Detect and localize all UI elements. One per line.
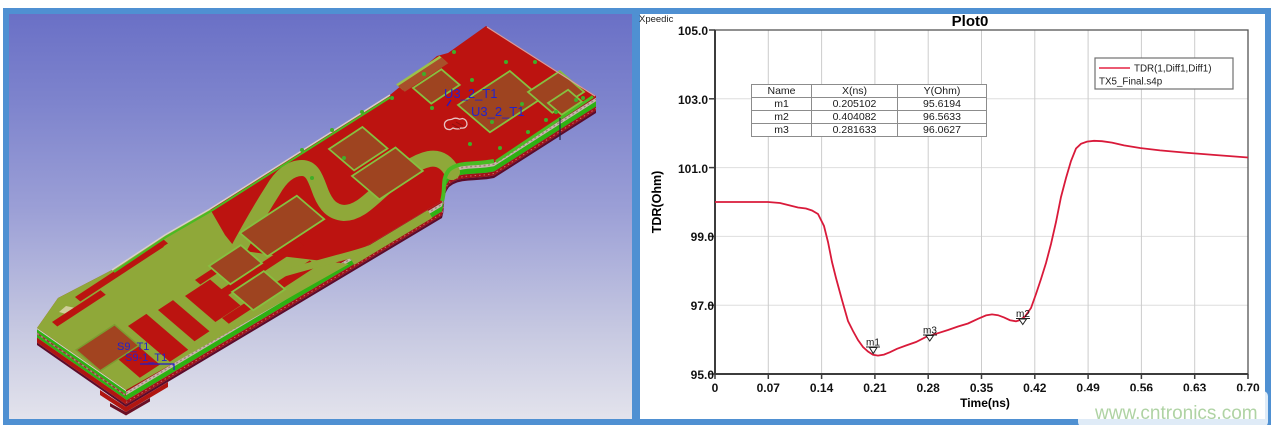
svg-text:S9_T1: S9_T1 — [117, 341, 149, 353]
svg-text:m1: m1 — [866, 338, 880, 349]
svg-text:S9-1_T1: S9-1_T1 — [125, 352, 167, 364]
svg-text:U3_2_T1: U3_2_T1 — [471, 104, 524, 119]
svg-text:TDR(1,Diff1,Diff1): TDR(1,Diff1,Diff1) — [1134, 64, 1212, 75]
svg-text:m3: m3 — [923, 326, 937, 337]
svg-text:m2: m2 — [1016, 309, 1030, 320]
svg-text:U3_2_T1: U3_2_T1 — [444, 86, 497, 101]
svg-text:TX5_Final.s4p: TX5_Final.s4p — [1099, 77, 1163, 88]
